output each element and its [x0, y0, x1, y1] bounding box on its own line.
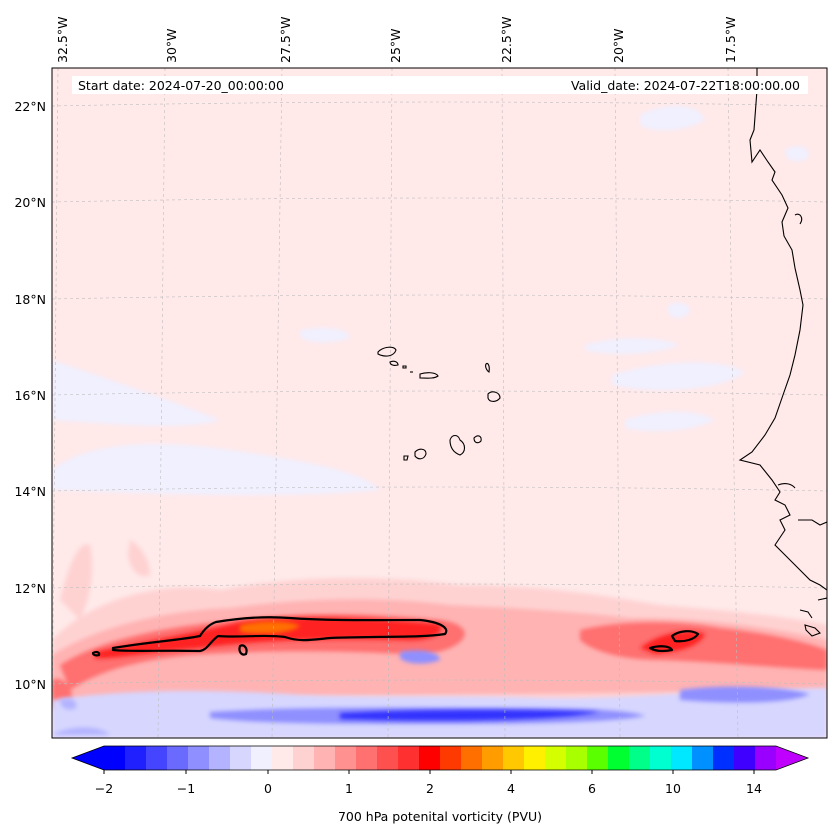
- weak-negative-pv-patches: [52, 105, 809, 495]
- colorbar-tick-label: 14: [746, 781, 762, 796]
- colorbar-segment: [545, 746, 567, 770]
- lon-label: 20°W: [611, 28, 626, 63]
- lon-label: 25°W: [388, 28, 403, 63]
- lat-label: 20°N: [14, 195, 46, 210]
- lat-label: 18°N: [14, 292, 46, 307]
- colorbar-label: 700 hPa potenital vorticity (PVU): [338, 809, 542, 824]
- colorbar-segment: [587, 746, 609, 770]
- lat-label: 14°N: [14, 484, 46, 499]
- lat-label: 22°N: [14, 99, 46, 114]
- colorbar-segment: [377, 746, 399, 770]
- colorbar-segment: [608, 746, 630, 770]
- colorbar-segment: [272, 746, 294, 770]
- colorbar-segment: [692, 746, 714, 770]
- colorbar-segment: [629, 746, 651, 770]
- colorbar-segments: [104, 746, 777, 770]
- colorbar-segment: [356, 746, 378, 770]
- lat-label: 16°N: [14, 388, 46, 403]
- colorbar: −2 −1 0 1 2 4 6 10 14 700 hPa potenital …: [70, 745, 810, 824]
- lon-label: 27.5°W: [278, 17, 293, 63]
- longitude-labels: 32.5°W 30°W 27.5°W 25°W 22.5°W 20°W 17.5…: [55, 17, 738, 63]
- start-date-label: Start date: 2024-07-20_00:00:00: [78, 78, 284, 93]
- colorbar-segment: [167, 746, 189, 770]
- map-frame: [51, 67, 828, 739]
- colorbar-under-arrow: [72, 746, 104, 770]
- colorbar-tick-label: 4: [507, 781, 515, 796]
- colorbar-segment: [566, 746, 588, 770]
- colorbar-tick-label: −2: [95, 781, 113, 796]
- colorbar-segment: [503, 746, 525, 770]
- colorbar-segment: [461, 746, 483, 770]
- colorbar-segment: [125, 746, 147, 770]
- colorbar-segment: [440, 746, 462, 770]
- colorbar-tick-label: −1: [177, 781, 195, 796]
- colorbar-segment: [314, 746, 336, 770]
- colorbar-ticks: −2 −1 0 1 2 4 6 10 14: [95, 770, 762, 796]
- gridlines: [52, 68, 827, 738]
- pv-band-core: [95, 617, 705, 659]
- lat-label: 10°N: [14, 677, 46, 692]
- pv-2pvu-contour: [91, 616, 700, 657]
- lon-label: 22.5°W: [499, 17, 514, 63]
- colorbar-tick-label: 0: [264, 781, 272, 796]
- pv-band-max: [240, 621, 300, 634]
- map-panel: [52, 68, 827, 738]
- colorbar-tick-label: 10: [665, 781, 681, 796]
- lon-label: 30°W: [164, 28, 179, 63]
- coastline-africa: [738, 68, 827, 637]
- colorbar-segment: [104, 746, 126, 770]
- colorbar-segment: [713, 746, 735, 770]
- date-banner: [72, 76, 808, 94]
- colorbar-segment: [293, 746, 315, 770]
- colorbar-tick-label: 2: [426, 781, 434, 796]
- colorbar-segment: [398, 746, 420, 770]
- colorbar-segment: [755, 746, 777, 770]
- colorbar-segment: [524, 746, 546, 770]
- colorbar-segment: [146, 746, 168, 770]
- colorbar-segment: [251, 746, 273, 770]
- valid-date-label: Valid_date: 2024-07-22T18:00:00.00: [571, 78, 800, 93]
- colorbar-segment: [650, 746, 672, 770]
- colorbar-tick-label: 6: [588, 781, 596, 796]
- lon-label: 32.5°W: [55, 17, 70, 63]
- negative-pv-band-strong: [340, 709, 600, 721]
- lon-label: 17.5°W: [723, 17, 738, 63]
- colorbar-segment: [419, 746, 441, 770]
- lat-label: 12°N: [14, 581, 46, 596]
- colorbar-tick-label: 1: [345, 781, 353, 796]
- colorbar-segment: [209, 746, 231, 770]
- colorbar-segment: [230, 746, 252, 770]
- colorbar-segment: [335, 746, 357, 770]
- colorbar-segment: [734, 746, 756, 770]
- colorbar-segment: [188, 746, 210, 770]
- colorbar-segment: [482, 746, 504, 770]
- cape-verde-islands: [377, 346, 501, 461]
- latitude-labels: 22°N 20°N 18°N 16°N 14°N 12°N 10°N: [14, 99, 46, 692]
- colorbar-segment: [671, 746, 693, 770]
- negative-pv-patches-west: [52, 698, 110, 735]
- colorbar-over-arrow: [776, 746, 808, 770]
